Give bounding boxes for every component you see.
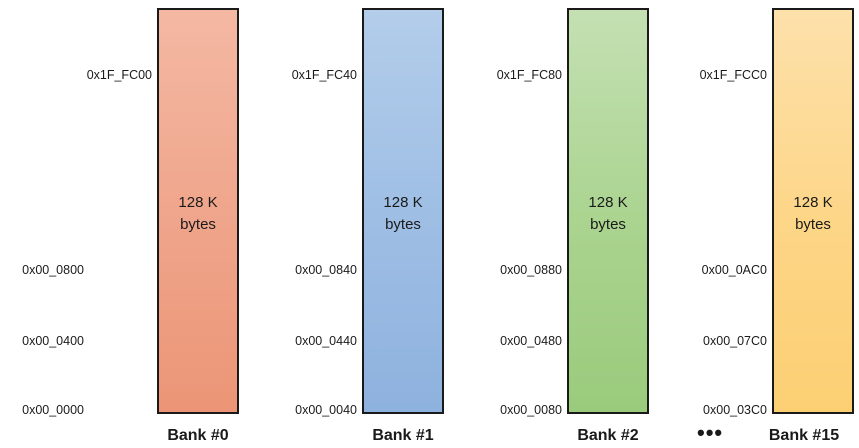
bank-2-block: 128 K bytes — [567, 8, 649, 414]
bank-15-size-label: 128 K bytes — [774, 192, 852, 236]
bank-0-block: 128 K bytes — [157, 8, 239, 414]
bank-1-address-0840: 0x00_0840 — [295, 263, 357, 277]
bank-0-address-0000: 0x00_0000 — [22, 403, 84, 417]
bank-2-address-0480: 0x00_0480 — [500, 334, 562, 348]
bank-15-name: Bank #15 — [768, 427, 840, 444]
bank-1-size-value: 128 K — [383, 194, 423, 211]
bank-0-size-value: 128 K — [178, 194, 218, 211]
bank-1-size-unit: bytes — [385, 216, 421, 233]
more-banks-ellipsis: ••• — [697, 420, 724, 445]
bank-0-address-0400: 0x00_0400 — [22, 334, 84, 348]
bank-0-address-0800: 0x00_0800 — [22, 263, 84, 277]
bank-15-size-value: 128 K — [793, 194, 833, 211]
bank-2-name: Bank #2 — [577, 427, 639, 444]
bank-15-block: 128 K bytes — [772, 8, 854, 414]
bank-2-address-0880: 0x00_0880 — [500, 263, 562, 277]
bank-0-size-label: 128 K bytes — [159, 192, 237, 236]
bank-2-size-value: 128 K — [588, 194, 628, 211]
bank-2-size-unit: bytes — [590, 216, 626, 233]
bank-15-size-unit: bytes — [795, 216, 831, 233]
bank-1-address-0040: 0x00_0040 — [295, 403, 357, 417]
bank-1-block: 128 K bytes — [362, 8, 444, 414]
bank-15-address-0ac0: 0x00_0AC0 — [701, 263, 767, 277]
bank-15-address-top: 0x1F_FCC0 — [699, 68, 767, 82]
bank-1-address-top: 0x1F_FC40 — [291, 68, 357, 82]
bank-0-address-top: 0x1F_FC00 — [86, 68, 152, 82]
bank-1-name: Bank #1 — [372, 427, 434, 444]
bank-0-name: Bank #0 — [167, 427, 229, 444]
bank-1-size-label: 128 K bytes — [364, 192, 442, 236]
bank-1-address-0440: 0x00_0440 — [295, 334, 357, 348]
bank-15-address-03c0: 0x00_03C0 — [703, 403, 767, 417]
bank-15-address-07c0: 0x00_07C0 — [703, 334, 767, 348]
bank-2-address-0080: 0x00_0080 — [500, 403, 562, 417]
bank-2-size-label: 128 K bytes — [569, 192, 647, 236]
bank-0-size-unit: bytes — [180, 216, 216, 233]
bank-2-address-top: 0x1F_FC80 — [496, 68, 562, 82]
